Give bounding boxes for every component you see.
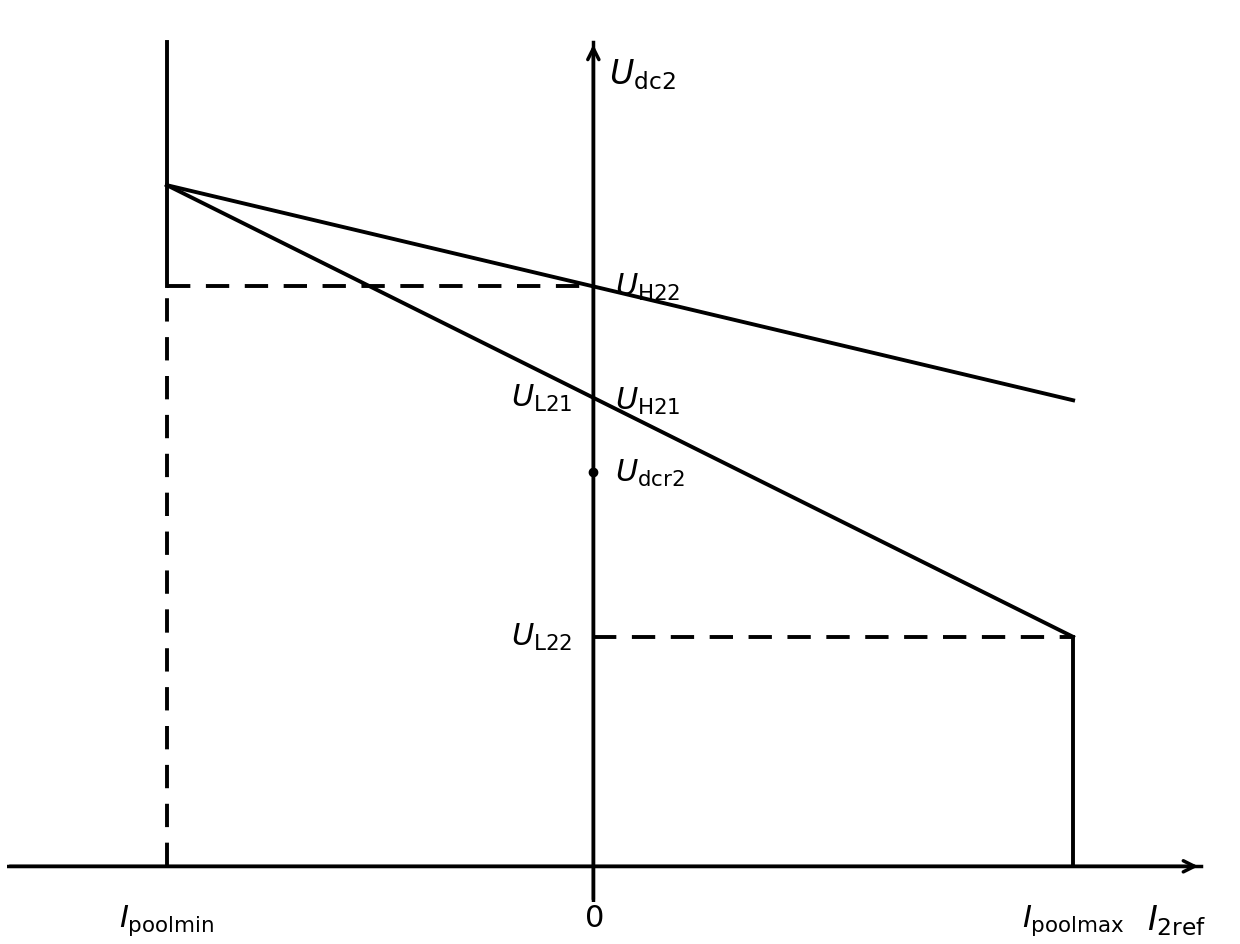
Text: $U_{\rm H21}$: $U_{\rm H21}$ xyxy=(615,385,681,416)
Text: $U_{\rm H22}$: $U_{\rm H22}$ xyxy=(615,272,680,303)
Text: $0$: $0$ xyxy=(584,902,603,934)
Text: $I_{\rm 2ref}$: $I_{\rm 2ref}$ xyxy=(1147,902,1207,936)
Text: $U_{\rm dcr2}$: $U_{\rm dcr2}$ xyxy=(615,457,684,488)
Text: $I_{\rm poolmax}$: $I_{\rm poolmax}$ xyxy=(1022,902,1125,937)
Text: $U_{\rm L21}$: $U_{\rm L21}$ xyxy=(511,382,572,413)
Text: $U_{\rm L22}$: $U_{\rm L22}$ xyxy=(511,622,572,652)
Text: $I_{\rm poolmin}$: $I_{\rm poolmin}$ xyxy=(119,902,215,937)
Text: $U_{\rm dc2}$: $U_{\rm dc2}$ xyxy=(609,57,676,92)
